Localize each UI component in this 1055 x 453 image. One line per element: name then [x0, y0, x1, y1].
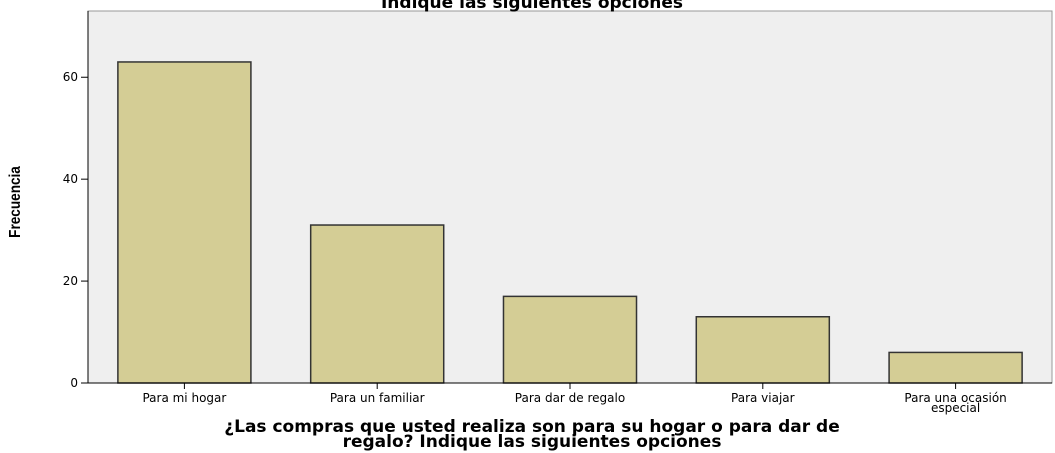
x-tick-label: Para dar de regalo [515, 391, 625, 405]
y-tick-label: 40 [63, 172, 78, 186]
y-tick-label: 20 [63, 274, 78, 288]
bar [695, 316, 831, 384]
x-tick-label: Para viajar [731, 391, 795, 405]
x-axis-title-line: ¿Las compras que usted realiza son para … [224, 417, 840, 437]
bar [888, 351, 1023, 384]
bar [502, 295, 638, 384]
y-tick-label: 60 [63, 70, 78, 84]
x-axis-title-line: regalo? Indique las siguientes opciones [343, 432, 722, 452]
bars-group [117, 61, 1023, 384]
x-tick-label: Para mi hogar [142, 391, 226, 405]
y-tick-label: 0 [70, 376, 78, 390]
x-tick-label: Para una ocasión [904, 391, 1006, 405]
y-axis-label: Frecuencia [7, 165, 24, 237]
x-axis: Para mi hogar Para un familiar Para dar de… [88, 382, 1052, 415]
chart-title: Indique las siguientes opciones [381, 0, 683, 13]
x-axis-title: ¿Las compras que usted realiza son para … [224, 417, 840, 452]
x-tick-label: Para un familiar [330, 391, 425, 405]
x-tick-label: especial [931, 401, 980, 415]
bar [117, 61, 252, 384]
y-axis: 0 20 40 60 [63, 11, 89, 390]
bar [309, 224, 445, 384]
